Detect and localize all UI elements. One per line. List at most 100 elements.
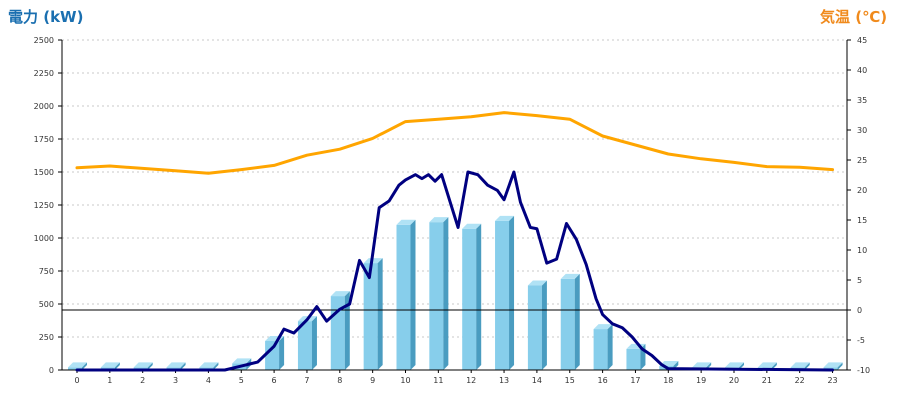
temperature-point <box>437 118 439 120</box>
bar-front <box>396 224 411 370</box>
power-point <box>556 258 558 260</box>
bar-side <box>82 362 87 370</box>
power-point <box>661 364 663 366</box>
right-tick-label: 15 <box>857 216 867 225</box>
temperature-point <box>766 166 768 168</box>
bar <box>462 223 482 370</box>
power-point <box>477 174 479 176</box>
power-point <box>503 199 505 201</box>
bar <box>495 215 515 370</box>
power-point <box>434 180 436 182</box>
bar <box>297 316 317 370</box>
power-point <box>536 228 538 230</box>
tick-labels: 02505007501000125015001750200022502500-1… <box>34 36 870 385</box>
power-point <box>467 171 469 173</box>
right-tick-label: 30 <box>857 126 867 135</box>
power-point <box>447 195 449 197</box>
bar-front <box>626 348 641 370</box>
temperature-point <box>109 165 111 167</box>
bar-side <box>574 273 580 370</box>
power-point <box>565 222 567 224</box>
temperature-point <box>175 170 177 172</box>
power-point <box>513 171 515 173</box>
power-point <box>283 328 285 330</box>
power-point <box>641 348 643 350</box>
left-tick-label: 250 <box>39 333 54 342</box>
left-tick-label: 750 <box>39 267 54 276</box>
power-point <box>611 323 613 325</box>
bar-top <box>199 362 219 368</box>
x-tick-label: 21 <box>762 376 772 385</box>
x-tick-label: 20 <box>729 376 739 385</box>
power-point <box>414 174 416 176</box>
bar <box>593 324 613 370</box>
bar-side <box>607 324 613 370</box>
power-point <box>240 365 242 367</box>
power-point <box>368 277 370 279</box>
right-tick-label: 5 <box>857 276 862 285</box>
x-tick-label: 9 <box>370 376 375 385</box>
left-tick-label: 1750 <box>34 135 54 144</box>
bar-top <box>68 362 87 368</box>
temperature-point <box>733 161 735 163</box>
axes <box>58 39 851 373</box>
bar-side <box>476 223 482 370</box>
temperature-point <box>273 164 275 166</box>
right-tick-label: 45 <box>857 36 867 45</box>
temperature-point <box>76 167 78 169</box>
bar-side <box>114 362 120 370</box>
power-point <box>339 308 341 310</box>
temperature-point <box>339 148 341 150</box>
bar-top <box>495 215 515 221</box>
power-point <box>602 314 604 316</box>
power-point <box>519 201 521 203</box>
power-point <box>405 179 406 181</box>
bar-front <box>495 220 510 370</box>
bar-top <box>692 362 712 368</box>
bar-side <box>180 362 186 370</box>
right-tick-label: 25 <box>857 156 867 165</box>
right-tick-label: 35 <box>857 96 867 105</box>
x-tick-label: 1 <box>107 376 112 385</box>
x-tick-label: 19 <box>696 376 706 385</box>
power-point <box>585 263 587 265</box>
power-point <box>667 368 669 370</box>
temperature-point <box>667 153 669 155</box>
power-point <box>546 262 548 264</box>
x-tick-label: 10 <box>400 376 410 385</box>
power-point <box>359 259 361 261</box>
power-point <box>427 174 429 176</box>
temperature-point <box>602 135 604 137</box>
power-point <box>326 320 328 322</box>
bar-top <box>725 362 744 368</box>
right-tick-label: -5 <box>857 336 865 345</box>
left-tick-label: 1500 <box>34 168 54 177</box>
x-tick-label: 14 <box>532 376 542 385</box>
x-tick-label: 11 <box>433 376 443 385</box>
left-tick-label: 2000 <box>34 102 54 111</box>
grid-lines <box>62 39 847 338</box>
power-point <box>441 174 443 176</box>
left-tick-label: 1250 <box>34 201 54 210</box>
temperature-point <box>700 158 702 160</box>
power-point <box>457 226 459 228</box>
bar-front <box>265 340 280 370</box>
left-tick-label: 1000 <box>34 234 54 243</box>
bar-top <box>100 362 120 368</box>
left-tick-label: 500 <box>39 300 54 309</box>
temperature-point <box>207 172 209 174</box>
bar-front <box>68 367 82 370</box>
power-point <box>496 189 498 191</box>
x-tick-label: 22 <box>795 376 805 385</box>
bar <box>363 258 383 370</box>
power-point <box>529 226 531 228</box>
right-tick-label: 10 <box>857 246 867 255</box>
bar-top <box>527 280 547 286</box>
bar-side <box>509 215 515 370</box>
bar-side <box>837 362 843 370</box>
x-tick-label: 15 <box>565 376 575 385</box>
temperature-point <box>142 167 144 169</box>
x-tick-label: 23 <box>827 376 837 385</box>
